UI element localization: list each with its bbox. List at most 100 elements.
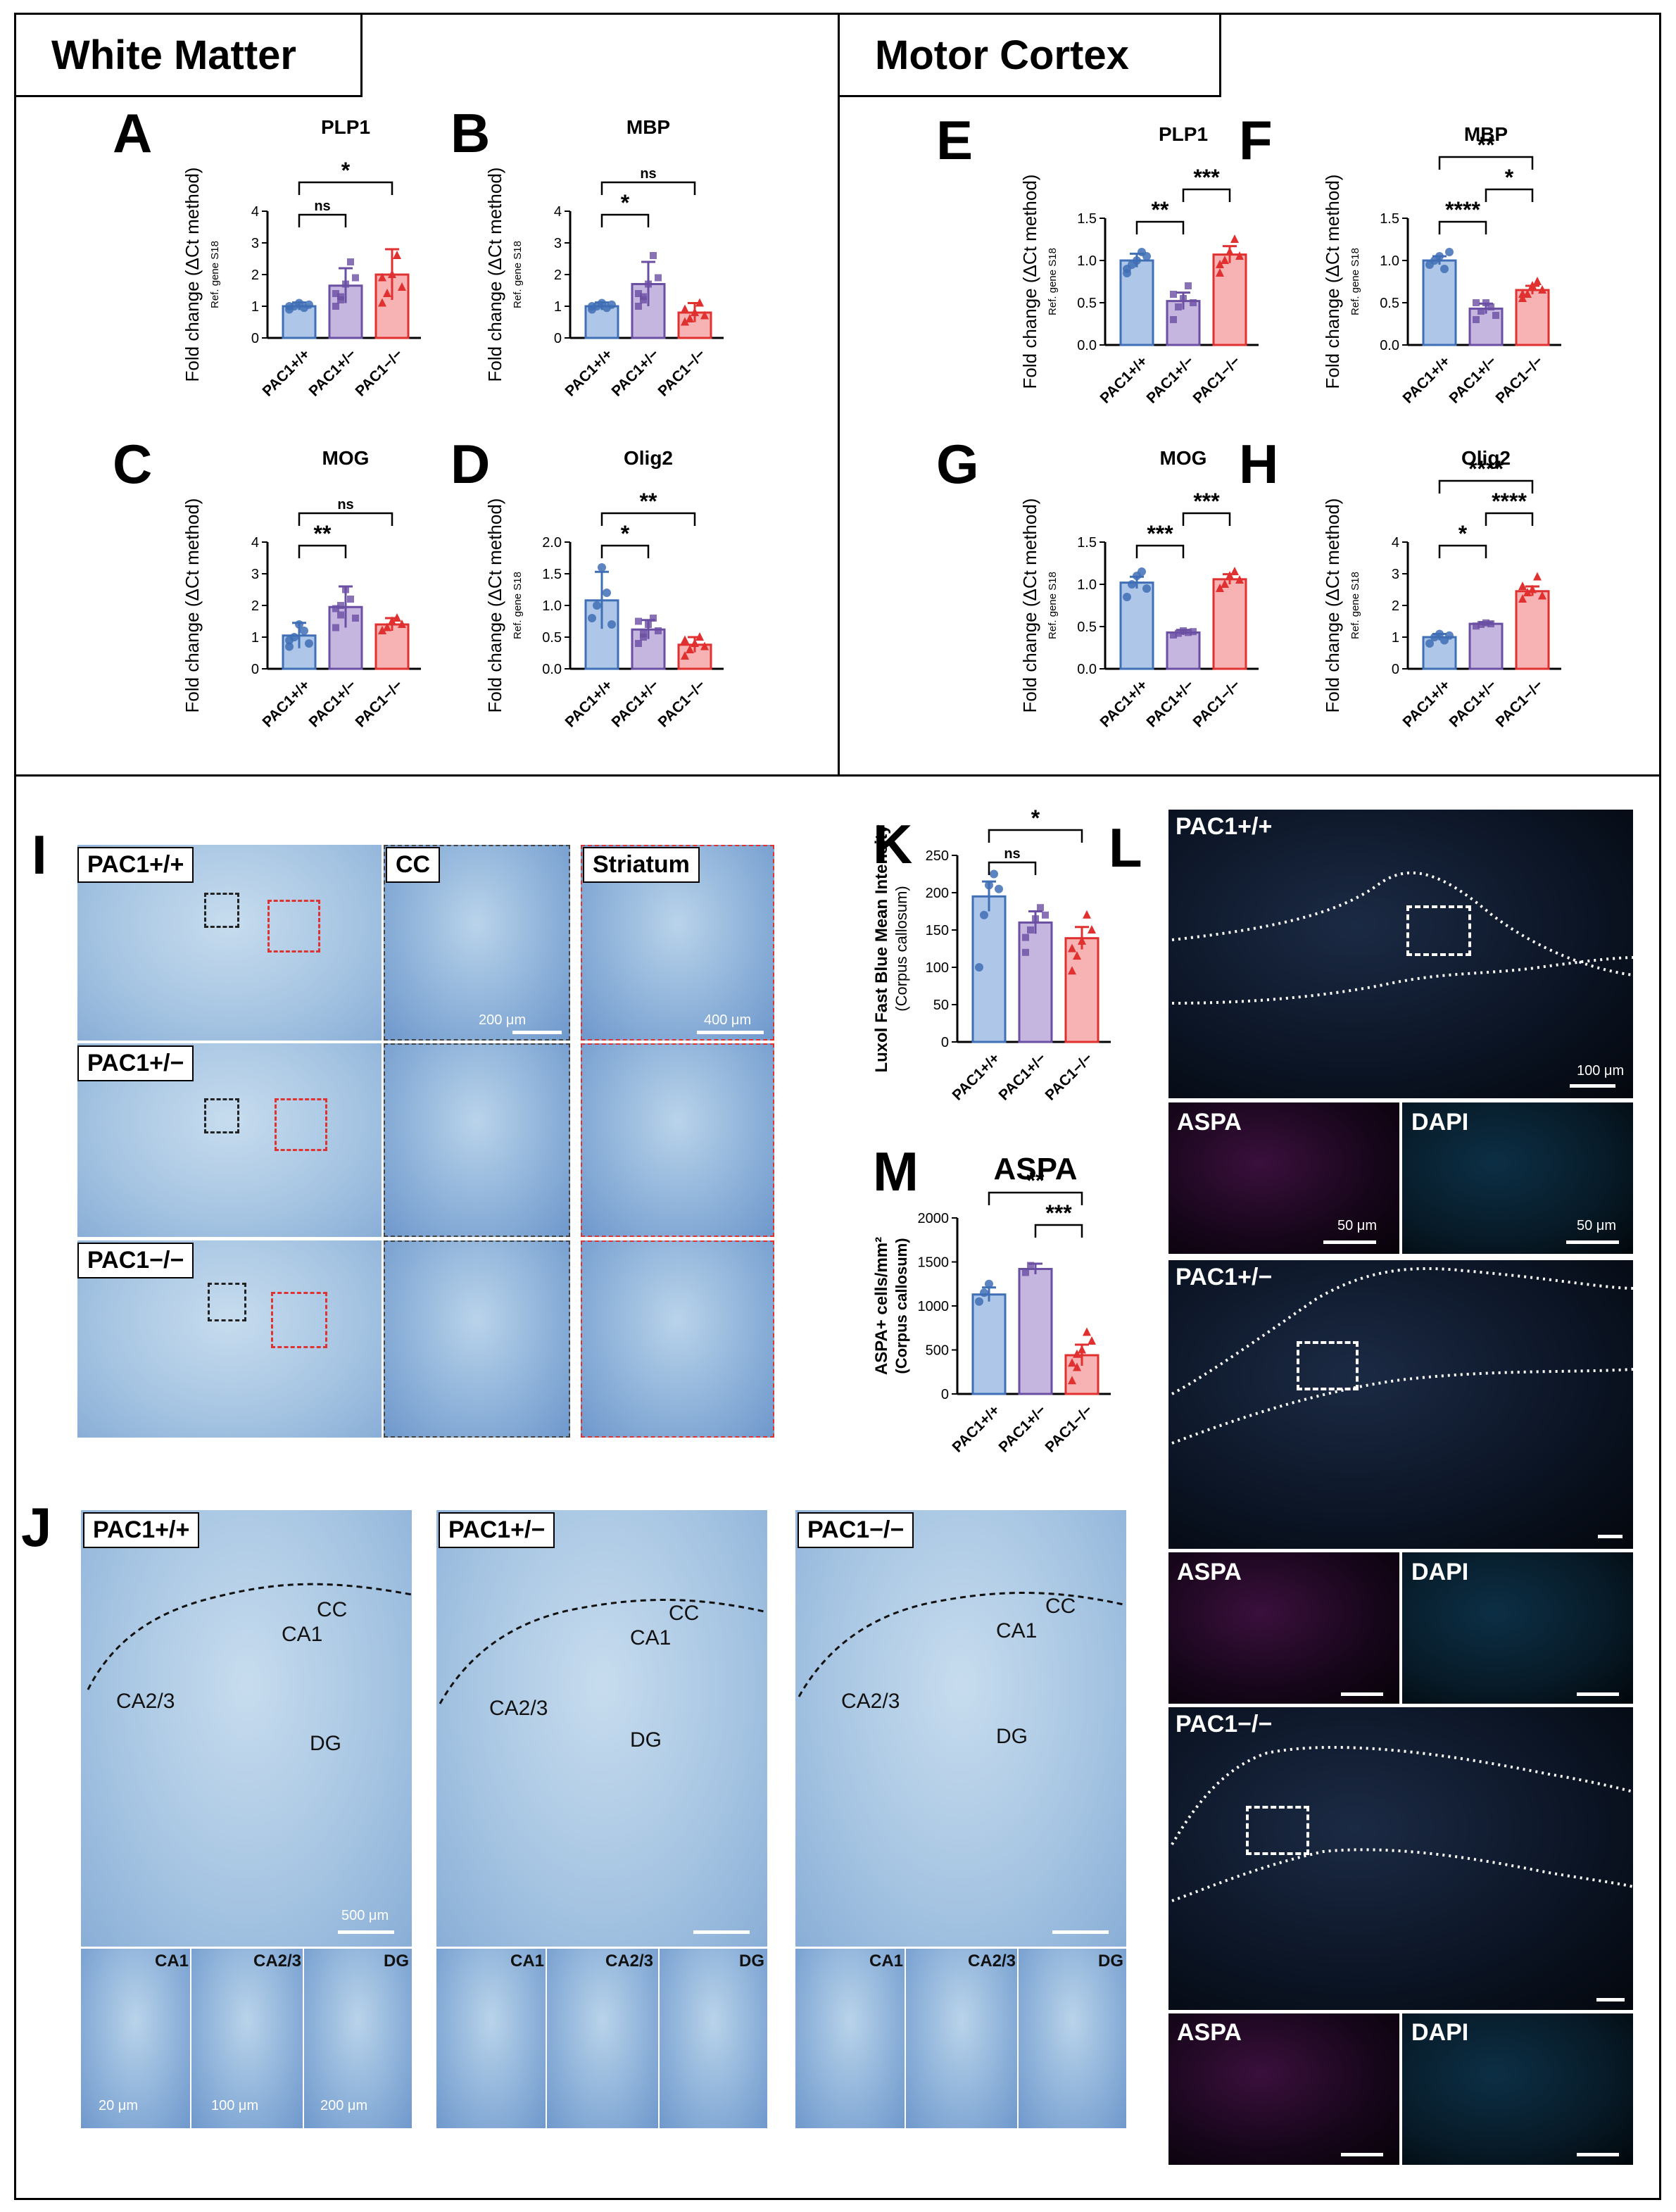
panel-i-str-box-row2 [275, 1098, 327, 1151]
panel-letter-B: B [450, 102, 491, 164]
chart-d-ytick-label: 0.0 [542, 662, 562, 677]
chart-h-point [1518, 582, 1527, 590]
chart-m-point [1022, 1269, 1029, 1276]
chart-h-point [1473, 622, 1480, 630]
chart-k-bar-1 [1018, 921, 1053, 1043]
chart-a-ytick-label: 1 [251, 299, 259, 315]
chart-b-point [650, 252, 657, 259]
chart-b-point [691, 308, 699, 316]
chart-m-ytick-label: 500 [926, 1343, 949, 1359]
chart-e-point [1170, 291, 1177, 298]
panel-letter-K: K [873, 813, 913, 875]
chart-b-point [645, 280, 652, 288]
chart-h-sig-bracket [1438, 479, 1534, 494]
panel-j-label-col1: PAC1+/+ [83, 1512, 200, 1549]
chart-f-sig-bracket [1438, 156, 1534, 170]
panel-l-label-row3: PAC1−/− [1176, 1711, 1273, 1737]
chart-f-point [1538, 285, 1546, 294]
panel-l-dapi-row2 [1402, 1552, 1633, 1704]
chart-a-point [337, 296, 344, 303]
chart-h-point [1482, 619, 1489, 627]
panel-j-ca1-col2: CA1 [630, 1626, 672, 1649]
chart-k-point [1037, 904, 1044, 912]
chart-b-ytick-label: 2 [554, 268, 562, 283]
panel-i-str-scale-bar [697, 1031, 764, 1034]
chart-c-point [332, 624, 339, 631]
panel-i-striatum-label: Striatum [583, 847, 700, 884]
chart-c-ytick-label: 0 [251, 662, 259, 677]
panel-l-dapi-label-row2: DAPI [1411, 1559, 1469, 1585]
chart-e-point [1180, 295, 1187, 302]
chart-f-ytick-label: 1.5 [1380, 211, 1399, 227]
panel-l-dapi-scale-text: 50 μm [1577, 1218, 1616, 1233]
chart-g-ylabel: Fold change (ΔCt method) [1019, 498, 1040, 713]
panel-j-inset-ca23-col1 [191, 1949, 303, 2128]
chart-d-point [635, 640, 642, 647]
panel-l-box-row2 [1297, 1341, 1359, 1390]
panel-j-inset-ca1-col1 [81, 1949, 190, 2128]
chart-c-point [383, 622, 391, 631]
panel-j-label-col2: PAC1+/− [439, 1512, 555, 1549]
chart-m-sig-label: *** [1045, 1200, 1072, 1226]
chart-a-sig-label: * [341, 158, 351, 183]
chart-k-point [975, 963, 983, 972]
panel-l-dapi-scale-bar-row1 [1566, 1240, 1619, 1244]
chart-a-point [388, 270, 396, 278]
chart-k-point [980, 910, 988, 919]
chart-d-point [655, 627, 662, 634]
chart-c-point [285, 642, 294, 651]
chart-a: PLP1 0 1 2 3 4 Fold change (ΔCt method) Ref. ge… [182, 116, 421, 400]
chart-m-ytick-label: 1000 [918, 1299, 950, 1314]
chart-k-ytick-label: 0 [941, 1035, 949, 1050]
chart-a-point [332, 303, 339, 310]
chart-f-point [1482, 299, 1489, 306]
chart-f-ytick-label: 0.5 [1380, 296, 1399, 311]
panel-l-main-scale-text: 100 μm [1577, 1063, 1625, 1079]
panel-l-dapi-label-row1: DAPI [1411, 1109, 1469, 1136]
chart-m-sig-bracket [988, 1191, 1083, 1205]
panel-j-dg-col3: DG [996, 1725, 1028, 1748]
chart-b-point [635, 303, 642, 310]
chart-c-ylabel: Fold change (ΔCt method) [182, 498, 203, 713]
chart-k-point [1073, 951, 1081, 960]
chart-f-sig-label: ** [1477, 132, 1495, 158]
chart-d-point [681, 651, 689, 660]
panel-j-scale-bar-col2 [693, 1930, 750, 1934]
chart-k-ytick-label: 200 [926, 886, 949, 901]
chart-h-title: Olig2 [1461, 447, 1511, 469]
chart-f-sig-label: * [1505, 165, 1514, 190]
chart-m-point [1068, 1358, 1076, 1367]
chart-f-bar-0 [1422, 259, 1457, 346]
chart-k-point [985, 881, 993, 890]
chart-h-point [1533, 572, 1542, 581]
chart-c-sig-bracket [298, 512, 393, 526]
chart-d-ytick-label: 1.5 [542, 567, 562, 582]
chart-h-ytick-label: 0 [1392, 662, 1399, 677]
panel-j-main-col2 [436, 1510, 767, 1947]
chart-e-ytick-label: 0.5 [1077, 296, 1097, 311]
panel-letter-M: M [873, 1140, 919, 1202]
chart-g-point [1142, 584, 1151, 593]
chart-h-sig-label: **** [1468, 456, 1504, 482]
chart-k-ytick-label: 100 [926, 960, 949, 976]
panel-l-label-row1: PAC1+/+ [1176, 813, 1273, 840]
panel-l-box-row1 [1406, 905, 1471, 956]
chart-c-point [393, 613, 401, 622]
chart-g-sig-label: *** [1193, 489, 1220, 514]
panel-i-cc-box-row2 [204, 1098, 239, 1133]
chart-b-point [695, 298, 704, 307]
chart-h-ylabel: Fold change (ΔCt method) [1322, 498, 1343, 713]
panel-j-ca1-col3: CA1 [996, 1619, 1038, 1642]
chart-b-ytick-label: 3 [554, 236, 562, 251]
chart-f-point [1435, 252, 1444, 260]
panel-j-inset-ca23-label-col3: CA2/3 [968, 1952, 1016, 1971]
chart-d-sig-bracket [600, 544, 650, 558]
chart-g-point [1180, 627, 1187, 634]
chart-d-sig-label: ** [640, 489, 657, 514]
chart-b-point [681, 317, 689, 326]
chart-h-sig-bracket [1438, 544, 1487, 558]
chart-f-sig-bracket [1485, 188, 1534, 202]
chart-b-sig-bracket [600, 213, 650, 227]
chart-d-point [588, 614, 596, 622]
chart-h-ytick-label: 1 [1392, 630, 1399, 646]
